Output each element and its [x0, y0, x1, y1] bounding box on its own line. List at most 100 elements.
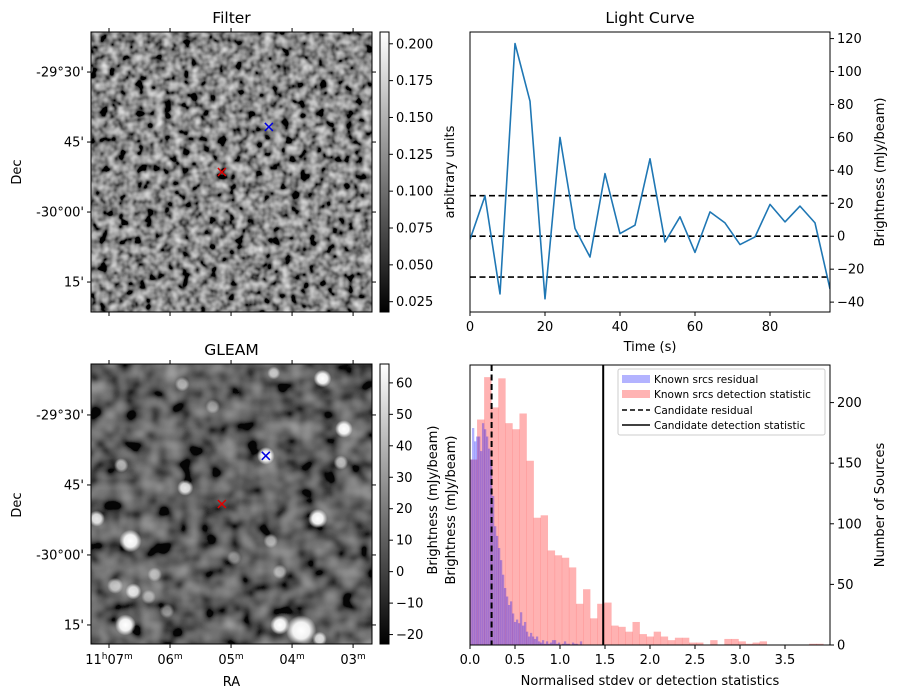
reference-marker-icon — [264, 122, 274, 132]
colorbar-tick-label: 0.125 — [396, 148, 433, 163]
legend-label-residual: Known srcs residual — [654, 374, 758, 386]
colorbar-tick-label: 0 — [396, 565, 404, 580]
x-tick-label: 20 — [537, 320, 554, 335]
histogram-bar — [557, 642, 561, 645]
histogram-bar — [752, 642, 760, 645]
histogram-bar — [674, 637, 683, 645]
histogram-bar — [561, 557, 570, 645]
histogram-bar — [515, 619, 519, 645]
histogram-bar — [473, 441, 477, 645]
histogram-bar — [553, 640, 557, 645]
histogram-bar — [531, 636, 535, 645]
gleam-source — [312, 631, 327, 644]
legend-label-detection: Known srcs detection statistic — [654, 389, 811, 401]
histogram-bar — [499, 560, 503, 645]
gleam-source — [335, 420, 353, 438]
x-tick-label: 0.0 — [460, 653, 481, 668]
ra-m-sup: m — [296, 652, 305, 662]
y-tick-label: 60 — [837, 131, 854, 146]
gleam-source — [333, 455, 349, 470]
filter-ylabel: Dec — [10, 159, 25, 184]
x-tick-label: 0 — [466, 320, 474, 335]
colorbar-tick-label: 0.025 — [396, 295, 433, 310]
filter-colorbar-label: arbitrary units — [443, 125, 458, 218]
histogram-y-axis: 0 50 100 150 200 — [830, 396, 862, 654]
dec-tick-label: -30°00' — [36, 548, 84, 563]
histogram-bar — [539, 642, 543, 645]
x-tick-label: 3.5 — [775, 653, 796, 668]
dec-tick-label: 15' — [64, 618, 84, 633]
colorbar-tick-label: 20 — [396, 502, 413, 517]
histogram-bar — [509, 601, 513, 645]
histogram-bar — [475, 436, 479, 645]
histogram-bar — [498, 378, 506, 645]
histogram-bar — [519, 612, 523, 645]
colorbar-tick-label: 0.200 — [396, 37, 433, 52]
histogram-bar — [481, 423, 485, 645]
histogram-bar — [533, 517, 541, 645]
ra-m-sup: m — [174, 652, 183, 662]
colorbar-tick-label: 40 — [396, 439, 413, 454]
histogram-bar — [571, 642, 575, 645]
colorbar-tick-label: 30 — [396, 471, 413, 486]
gleam-source — [313, 369, 332, 388]
y-tick-label: 100 — [837, 517, 862, 532]
dec-tick-label: 45' — [64, 136, 84, 151]
x-tick-label: 40 — [612, 320, 629, 335]
residual-histogram — [470, 423, 583, 645]
y-tick-label: 0 — [837, 639, 845, 654]
legend-swatch-detection — [622, 390, 650, 398]
histogram-bar — [575, 603, 584, 645]
light-curve-y-axis: −40 −20 0 20 40 60 80 100 120 — [830, 32, 864, 311]
gleam-source — [125, 583, 142, 600]
histogram-bar — [681, 637, 690, 645]
histogram-bar — [573, 643, 577, 645]
y-tick-label: 150 — [837, 457, 862, 472]
candidate-marker-icon — [217, 167, 227, 177]
histogram-bar — [541, 640, 545, 645]
histogram-bar — [646, 636, 654, 645]
gleam-ylabel: Dec — [10, 492, 25, 517]
histogram-bar — [555, 643, 559, 645]
ra-tick-label: 04m — [279, 652, 304, 668]
ra-hours: 11 — [85, 653, 102, 668]
histogram-bar — [563, 641, 567, 645]
light-curve-line — [470, 42, 830, 300]
gleam-source — [286, 615, 317, 644]
histogram-bar — [579, 641, 583, 645]
histogram-bar — [816, 643, 824, 645]
histogram-legend: Known srcs residual Known srcs detection… — [617, 368, 826, 436]
colorbar-tick-label: 50 — [396, 408, 413, 423]
y-tick-label: 50 — [837, 578, 854, 593]
histogram-bar — [513, 621, 517, 645]
x-tick-label: 2.5 — [685, 653, 706, 668]
ra-tick-label: 05m — [218, 652, 243, 668]
filter-dec-axis: -29°30' 45' -30°00' 15' — [36, 66, 376, 291]
histogram-bar — [487, 448, 491, 645]
histogram-bar — [525, 631, 529, 645]
filter-colorbar — [379, 31, 390, 313]
gleam-source — [308, 508, 328, 529]
y-tick-label: 100 — [837, 65, 862, 80]
filter-ra-axis — [108, 28, 354, 316]
filter-markers — [217, 122, 274, 177]
colorbar-tick-label: 0.050 — [396, 258, 433, 273]
gleam-source — [119, 529, 142, 553]
histogram-bar — [738, 641, 746, 645]
histogram-bar — [523, 621, 527, 645]
filter-image — [91, 32, 372, 312]
histogram-bar — [505, 596, 509, 645]
histogram-bar — [477, 419, 485, 645]
x-tick-label: 3.0 — [730, 653, 751, 668]
histogram-bar — [549, 642, 553, 645]
histogram-bar — [526, 460, 534, 645]
x-tick-label: 1.0 — [550, 653, 571, 668]
ra-minutes: 07 — [107, 653, 124, 668]
light-curve-frame — [469, 31, 831, 313]
light-curve-x-axis: 0 20 40 60 80 — [466, 312, 778, 335]
histogram-bar — [731, 638, 739, 645]
ra-tick-label: 06m — [157, 652, 182, 668]
histogram-bar — [710, 640, 718, 645]
histogram-bar — [483, 429, 487, 645]
